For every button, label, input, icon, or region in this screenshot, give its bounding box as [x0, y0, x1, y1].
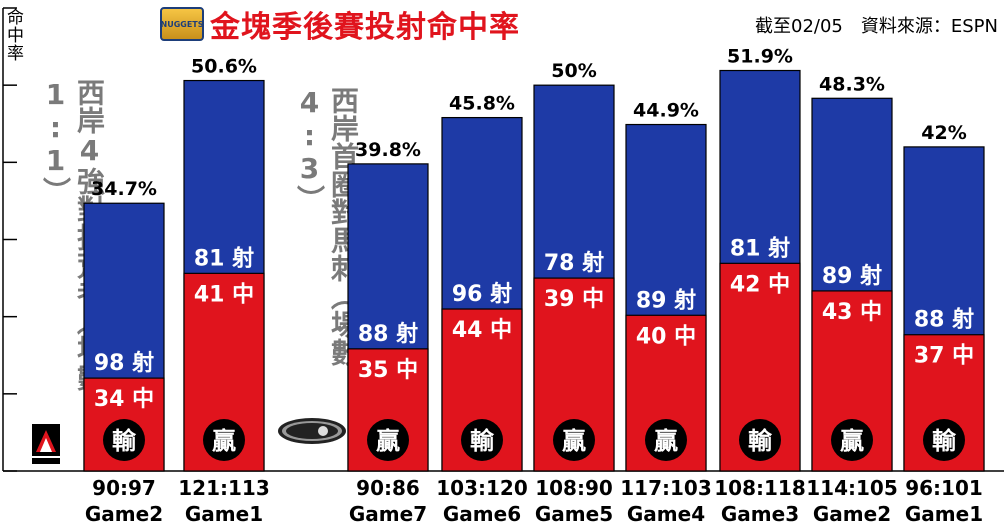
result-label: 輸 — [748, 427, 773, 455]
chart-title: 金塊季後賽投射命中率 — [210, 10, 520, 45]
percent-label: 51.9% — [727, 46, 793, 68]
makes-label: 42 中 — [730, 272, 790, 297]
category-label: Game2 — [85, 502, 163, 526]
percent-label: 42% — [921, 122, 966, 144]
result-badge — [461, 419, 503, 461]
nuggets-logo: NUGGETS — [160, 7, 204, 41]
result-label: 贏 — [562, 427, 586, 455]
score-label: 108:118 — [714, 476, 806, 500]
bar-makes — [625, 314, 707, 472]
score-label: 117:103 — [620, 476, 712, 500]
result-badge — [831, 419, 873, 461]
category-label: Game4 — [627, 502, 705, 526]
score-label: 90:97 — [92, 476, 156, 500]
percent-label: 39.8% — [355, 139, 421, 161]
percent-label: 34.7% — [91, 178, 157, 200]
category-label: Game1 — [905, 502, 983, 526]
attempts-label: 78 射 — [544, 250, 604, 276]
percent-label: 45.8% — [449, 93, 515, 115]
blazers-logo-icon — [32, 424, 60, 464]
percent-label: 50.6% — [191, 56, 257, 78]
result-label: 贏 — [376, 427, 400, 455]
category-label: Game3 — [721, 502, 799, 526]
score-label: 114:105 — [806, 476, 898, 500]
attempts-label: 88 射 — [914, 307, 974, 333]
result-badge — [553, 419, 595, 461]
attempts-label: 81 射 — [730, 235, 790, 261]
category-label: Game7 — [349, 502, 427, 526]
category-label: Game5 — [535, 502, 613, 526]
result-label: 輸 — [932, 427, 957, 455]
y-axis-label: 命中率 — [3, 8, 23, 62]
category-label: Game6 — [443, 502, 521, 526]
result-badge — [203, 419, 245, 461]
attempts-label: 88 射 — [358, 321, 418, 347]
attempts-label: 89 射 — [636, 287, 696, 313]
percent-label: 44.9% — [633, 100, 699, 122]
category-label: Game2 — [813, 502, 891, 526]
makes-label: 39 中 — [544, 287, 604, 312]
result-label: 贏 — [840, 427, 864, 455]
makes-label: 35 中 — [358, 358, 418, 383]
result-label: 贏 — [654, 427, 678, 455]
attempts-label: 98 射 — [94, 350, 154, 376]
score-label: 103:120 — [436, 476, 528, 500]
makes-label: 41 中 — [194, 282, 254, 307]
percent-label: 50% — [551, 60, 596, 82]
score-label: 121:113 — [178, 476, 270, 500]
score-label: 96:101 — [905, 476, 983, 500]
source-note: 截至02/05 資料來源：ESPN — [755, 16, 998, 37]
spurs-logo — [276, 410, 348, 452]
category-label: Game1 — [185, 502, 263, 526]
result-label: 輸 — [112, 427, 137, 455]
result-badge — [923, 419, 965, 461]
makes-label: 34 中 — [94, 387, 154, 412]
blazers-logo — [26, 420, 66, 468]
attempts-label: 81 射 — [194, 245, 254, 271]
score-label: 90:86 — [356, 476, 420, 500]
attempts-label: 96 射 — [452, 281, 512, 307]
spurs-logo-icon — [278, 418, 346, 444]
score-label: 108:90 — [535, 476, 613, 500]
title-block: NUGGETS 金塊季後賽投射命中率 — [160, 4, 520, 45]
result-label: 輸 — [470, 427, 495, 455]
result-badge — [367, 419, 409, 461]
makes-label: 43 中 — [822, 300, 882, 325]
result-badge — [739, 419, 781, 461]
attempts-label: 89 射 — [822, 263, 882, 289]
makes-label: 37 中 — [914, 344, 974, 369]
percent-label: 48.3% — [819, 73, 885, 95]
result-label: 贏 — [212, 427, 236, 455]
makes-label: 40 中 — [636, 324, 696, 349]
result-badge — [103, 419, 145, 461]
result-badge — [645, 419, 687, 461]
makes-label: 44 中 — [452, 318, 512, 343]
